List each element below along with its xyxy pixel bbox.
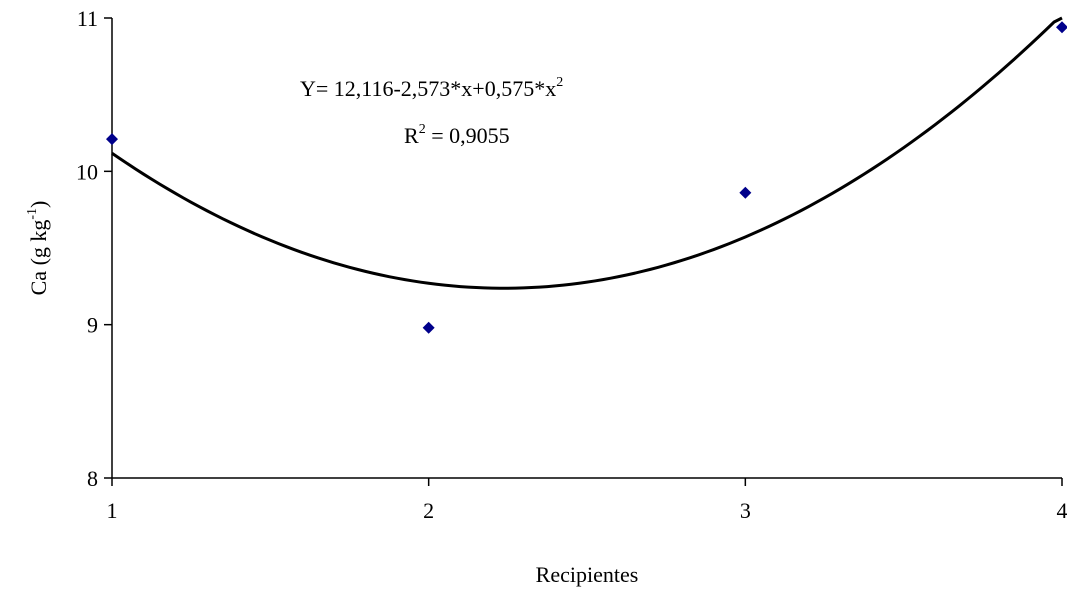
- y-tick-label: 10: [76, 159, 98, 184]
- data-point: [422, 321, 435, 334]
- x-tick-label: 1: [107, 498, 118, 523]
- r-squared-annotation: R2 = 0,9055: [404, 122, 510, 148]
- equation-superscript: 2: [556, 75, 563, 90]
- ticks: [104, 17, 1063, 486]
- y-axis-title-close: ): [26, 201, 51, 208]
- r2-prefix: R: [404, 123, 419, 148]
- x-axis-title: Recipientes: [536, 562, 639, 587]
- trendline: [111, 16, 1063, 290]
- data-point: [1056, 21, 1067, 34]
- equation-annotation: Y= 12,116-2,573*x+0,575*x2: [300, 75, 563, 101]
- data-point: [739, 186, 752, 199]
- y-axis-title: Ca (g kg-1): [25, 201, 51, 296]
- y-tick-label: 9: [87, 313, 98, 338]
- y-axis-title-superscript: -1: [25, 208, 40, 220]
- data-points: [106, 21, 1067, 334]
- x-tick-label: 4: [1057, 498, 1067, 523]
- y-tick-label: 8: [87, 466, 98, 491]
- y-axis-title-base: Ca (g kg: [26, 220, 51, 296]
- data-point: [106, 133, 118, 146]
- r2-value: = 0,9055: [426, 123, 510, 148]
- x-tick-label: 2: [423, 498, 434, 523]
- y-tick-label: 11: [77, 6, 98, 31]
- r2-superscript: 2: [419, 122, 426, 137]
- equation-main: Y= 12,116-2,573*x+0,575*x: [300, 76, 556, 101]
- x-tick-label: 3: [740, 498, 751, 523]
